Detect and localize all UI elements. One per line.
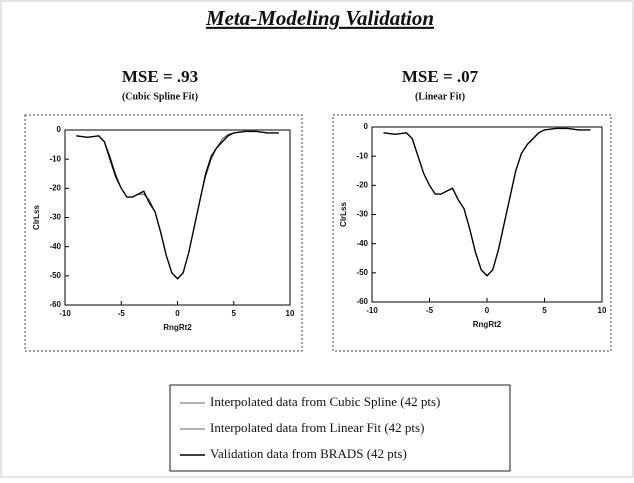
y-axis-label: ClrLss (32, 205, 41, 230)
y-tick-label: -10 (356, 151, 368, 160)
x-axis-label: RngRt2 (473, 320, 502, 329)
chart-subtitle: (Linear Fit) (415, 91, 465, 102)
x-tick-label: 10 (286, 309, 295, 318)
chart-title: MSE = .93 (122, 67, 198, 86)
legend-label: Validation data from BRADS (42 pts) (210, 446, 407, 461)
series-line (76, 130, 279, 280)
x-axis-label: RngRt2 (163, 323, 192, 332)
x-tick-label: -10 (366, 306, 378, 315)
y-tick-label: -40 (356, 239, 368, 248)
y-axis-label: ClrLss (339, 202, 348, 227)
legend-label: Interpolated data from Linear Fit (42 pt… (210, 420, 424, 435)
chart-subtitle: (Cubic Spline Fit) (122, 91, 198, 102)
series-line (383, 128, 591, 277)
y-tick-label: -60 (49, 300, 61, 309)
x-tick-label: 5 (232, 309, 237, 318)
legend-label: Interpolated data from Cubic Spline (42 … (210, 394, 440, 409)
slide-title: Meta-Modeling Validation (205, 6, 434, 30)
series-line (76, 131, 279, 280)
y-tick-label: -50 (49, 271, 61, 280)
chart-frame (24, 114, 303, 352)
y-tick-label: -30 (49, 213, 61, 222)
y-tick-label: -60 (356, 297, 368, 306)
x-tick-label: 10 (598, 306, 607, 315)
x-tick-label: 0 (175, 309, 180, 318)
y-tick-label: -40 (49, 242, 61, 251)
y-tick-label: -20 (356, 180, 368, 189)
legend-box (169, 384, 511, 472)
y-tick-label: 0 (364, 122, 369, 131)
series-line (383, 127, 591, 277)
y-tick-label: -20 (49, 183, 61, 192)
chart-title: MSE = .07 (402, 67, 479, 86)
x-tick-label: 0 (485, 306, 490, 315)
x-tick-label: 5 (542, 306, 547, 315)
y-tick-label: -10 (49, 154, 61, 163)
x-tick-label: -5 (118, 309, 126, 318)
y-tick-label: -30 (356, 210, 368, 219)
y-tick-label: 0 (57, 125, 62, 134)
x-tick-label: -10 (59, 309, 71, 318)
y-tick-label: -50 (356, 268, 368, 277)
x-tick-label: -5 (426, 306, 434, 315)
chart-frame (332, 114, 612, 352)
